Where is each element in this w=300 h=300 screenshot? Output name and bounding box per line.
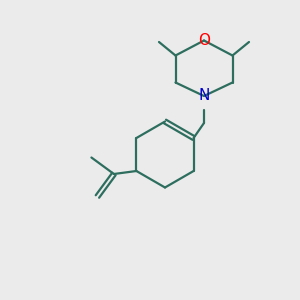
Text: N: N — [198, 88, 210, 104]
Text: O: O — [198, 33, 210, 48]
